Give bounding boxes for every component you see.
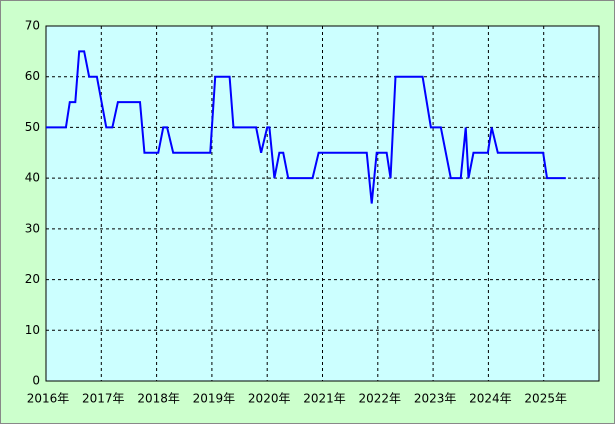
- x-tick-label: 2020年: [248, 392, 291, 406]
- y-tick-label: 70: [25, 19, 40, 33]
- x-tick-label: 2019年: [193, 392, 236, 406]
- y-tick-label: 40: [25, 171, 40, 185]
- data-line: [46, 50, 566, 204]
- x-tick-label: 2018年: [137, 392, 180, 406]
- y-tick-label: 60: [25, 69, 40, 83]
- y-tick-label: 50: [25, 120, 40, 134]
- x-tick-label: 2016年: [27, 392, 70, 406]
- y-tick-label: 0: [32, 374, 40, 388]
- y-tick-label: 30: [25, 221, 40, 235]
- y-tick-label: 20: [25, 272, 40, 286]
- plot-frame: [45, 25, 600, 382]
- y-tick-label: 10: [25, 323, 40, 337]
- x-tick-label: 2022年: [359, 392, 402, 406]
- x-tick-label: 2025年: [524, 392, 567, 406]
- x-tick-label: 2021年: [303, 392, 346, 406]
- x-tick-label: 2017年: [82, 392, 125, 406]
- x-tick-label: 2024年: [469, 392, 512, 406]
- x-tick-label: 2023年: [414, 392, 457, 406]
